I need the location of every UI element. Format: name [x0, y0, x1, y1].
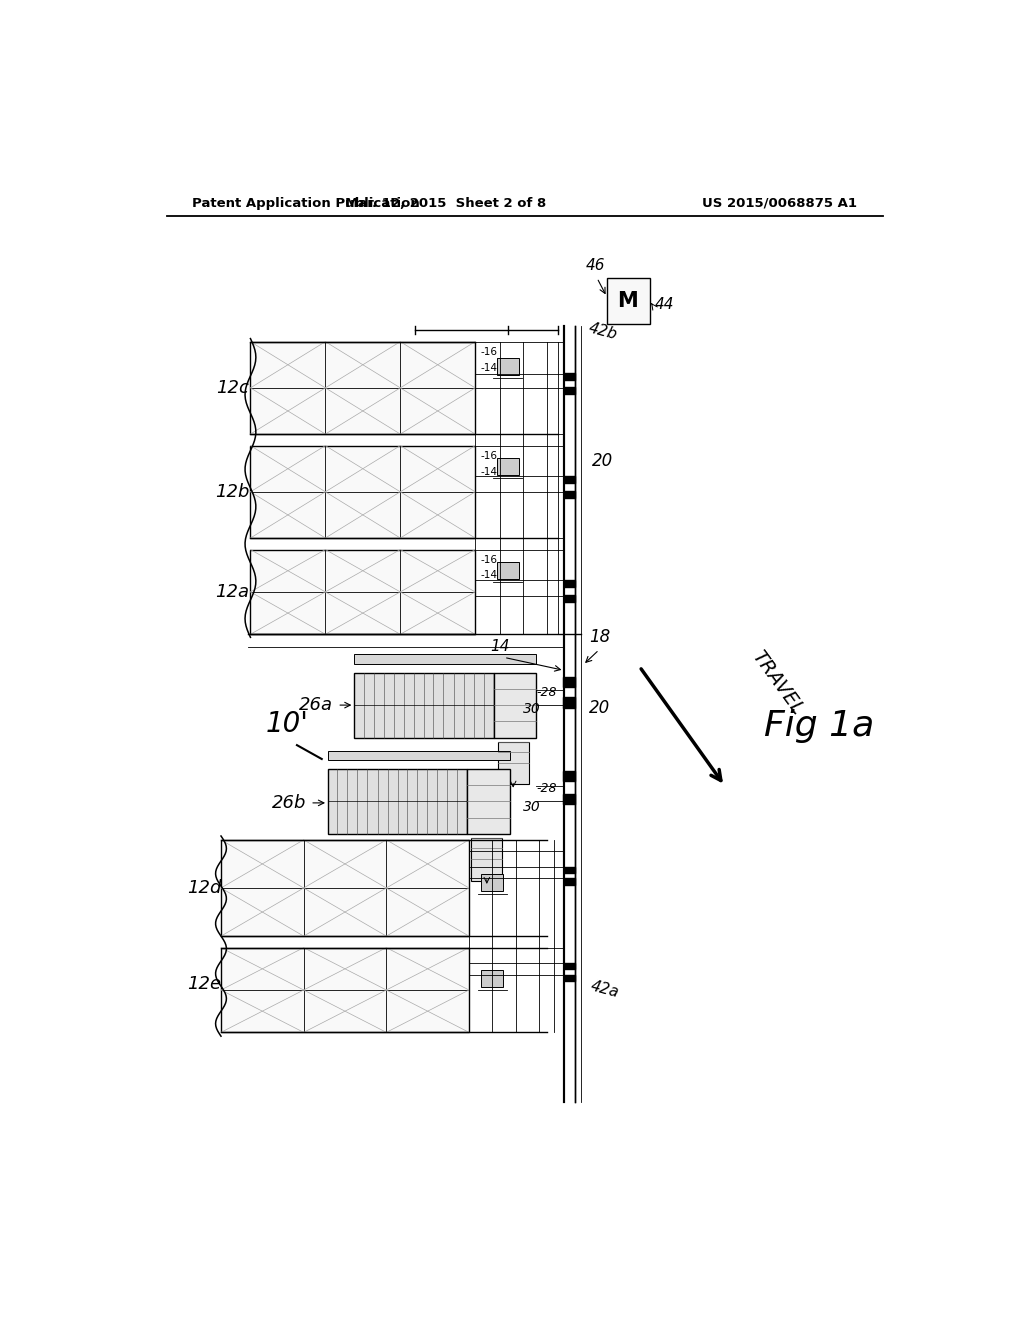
Text: 12b: 12b — [215, 483, 250, 500]
Bar — [564, 579, 575, 586]
Text: 42b: 42b — [587, 321, 618, 342]
Text: 18: 18 — [589, 628, 610, 645]
Text: M: M — [617, 290, 638, 310]
Bar — [563, 771, 575, 781]
Text: Fig 1a: Fig 1a — [764, 709, 873, 743]
Bar — [564, 964, 575, 969]
Bar — [564, 387, 575, 395]
Text: -14: -14 — [480, 363, 498, 372]
Text: -16: -16 — [480, 451, 498, 462]
Bar — [563, 677, 575, 688]
Bar — [564, 867, 575, 873]
Text: -28: -28 — [537, 783, 557, 795]
Text: -16: -16 — [480, 554, 498, 565]
Text: Mar. 12, 2015  Sheet 2 of 8: Mar. 12, 2015 Sheet 2 of 8 — [345, 197, 547, 210]
Bar — [251, 549, 475, 635]
Bar — [467, 770, 510, 834]
Text: -14: -14 — [480, 570, 498, 579]
Text: TRAVEL: TRAVEL — [748, 647, 807, 718]
Bar — [497, 458, 518, 475]
Bar — [563, 697, 575, 708]
Bar — [564, 974, 575, 981]
Text: -16: -16 — [480, 347, 498, 358]
Bar — [328, 751, 510, 760]
Text: 20: 20 — [592, 453, 612, 470]
Bar — [564, 475, 575, 483]
Bar — [498, 742, 528, 784]
Text: 26b: 26b — [272, 793, 306, 812]
Text: 30: 30 — [523, 702, 541, 715]
Text: 42a: 42a — [589, 978, 621, 1001]
Bar — [481, 970, 503, 987]
Bar — [221, 840, 469, 936]
Text: 30: 30 — [523, 800, 541, 814]
Bar — [564, 595, 575, 602]
Text: 12a: 12a — [216, 583, 250, 601]
Text: Patent Application Publication: Patent Application Publication — [191, 197, 419, 210]
Bar — [328, 770, 467, 834]
Text: 14: 14 — [490, 639, 510, 655]
Bar — [563, 793, 575, 804]
Bar — [497, 358, 518, 375]
Text: 12e: 12e — [187, 975, 221, 993]
Bar — [251, 446, 475, 539]
Bar — [564, 491, 575, 498]
Text: 44: 44 — [655, 297, 675, 312]
Text: US 2015/0068875 A1: US 2015/0068875 A1 — [701, 197, 856, 210]
Bar — [251, 342, 475, 434]
Text: 26a: 26a — [299, 696, 334, 714]
Text: 10': 10' — [266, 710, 309, 738]
Bar — [481, 874, 503, 891]
Bar — [607, 277, 649, 323]
Bar — [564, 878, 575, 884]
Bar — [497, 562, 518, 579]
Bar — [494, 673, 537, 738]
Text: 20: 20 — [589, 698, 610, 717]
Text: 12c: 12c — [216, 379, 249, 397]
Bar — [354, 673, 494, 738]
Text: 12d: 12d — [186, 879, 221, 896]
Text: 46: 46 — [586, 257, 605, 273]
Bar — [564, 374, 575, 380]
Bar — [354, 655, 537, 664]
Text: -14: -14 — [480, 467, 498, 477]
Text: -28: -28 — [537, 686, 557, 698]
Bar — [221, 948, 469, 1032]
Bar — [471, 838, 503, 880]
